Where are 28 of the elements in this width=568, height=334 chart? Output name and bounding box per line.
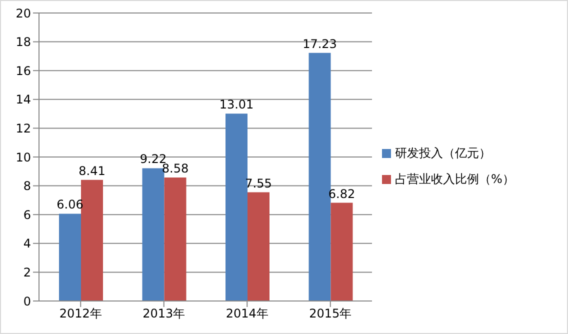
data-label: 13.01	[219, 98, 254, 112]
y-tick-label: 8	[23, 179, 31, 194]
bar	[59, 214, 81, 301]
y-tick-label: 14	[16, 92, 31, 107]
bar	[226, 114, 248, 301]
y-tick-label: 18	[16, 35, 31, 50]
y-tick-label: 12	[16, 121, 31, 136]
legend-label: 占营业收入比例（%）	[395, 172, 514, 186]
y-tick-label: 16	[16, 64, 31, 78]
legend-label: 研发投入（亿元）	[395, 146, 491, 160]
y-tick-label: 6	[23, 208, 31, 222]
y-tick-label: 4	[23, 236, 31, 251]
bar	[164, 177, 186, 301]
x-tick-label: 2015年	[309, 306, 352, 321]
y-tick-label: 20	[16, 6, 31, 20]
y-tick-label: 2	[23, 265, 31, 280]
data-label: 8.41	[78, 164, 106, 178]
bar	[308, 52, 331, 301]
y-tick-label: 10	[16, 150, 31, 164]
x-tick-label: 2012年	[59, 306, 102, 321]
x-tick-label: 2014年	[226, 306, 268, 321]
bar	[142, 168, 164, 301]
x-tick-label: 2013年	[142, 306, 186, 321]
data-label: 17.23	[302, 36, 337, 51]
bar	[81, 180, 103, 301]
y-tick-label: 0	[23, 294, 31, 308]
bar	[248, 192, 270, 301]
bar	[330, 202, 353, 301]
